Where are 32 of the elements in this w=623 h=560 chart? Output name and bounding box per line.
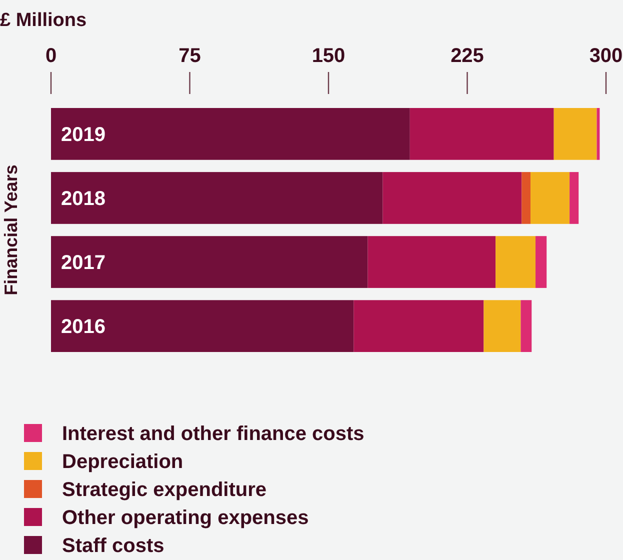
bar [51,236,368,288]
legend-label: Depreciation [62,451,184,473]
bar [354,300,484,352]
bar [496,236,536,288]
legend-label: Other operating expenses [62,507,309,529]
x-axis-title: £ Millions [0,10,87,31]
x-tick-label: 75 [178,45,201,67]
legend-label: Interest and other finance costs [62,423,364,445]
bar [520,300,532,352]
y-tick-label: 2017 [61,252,106,274]
bar [522,172,531,224]
y-tick-label: 2019 [61,124,106,146]
x-tick-label: 300 [589,45,623,67]
x-tick-label: 0 [45,45,57,67]
bar [570,172,579,224]
legend-label: Strategic expenditure [62,479,267,501]
y-tick-label: 2016 [61,316,106,338]
bar [51,300,354,352]
bar [382,172,522,224]
bar [554,108,597,160]
bar [368,236,496,288]
bar [484,300,521,352]
y-axis-title: Financial Years [1,164,21,296]
x-tick-label: 150 [312,45,346,67]
bar [410,108,554,160]
bar [51,108,410,160]
legend-label: Staff costs [62,535,164,557]
bar [536,236,547,288]
y-tick-label: 2018 [61,188,106,210]
bar [530,172,570,224]
bar [51,172,383,224]
x-tick-label: 225 [450,45,484,67]
